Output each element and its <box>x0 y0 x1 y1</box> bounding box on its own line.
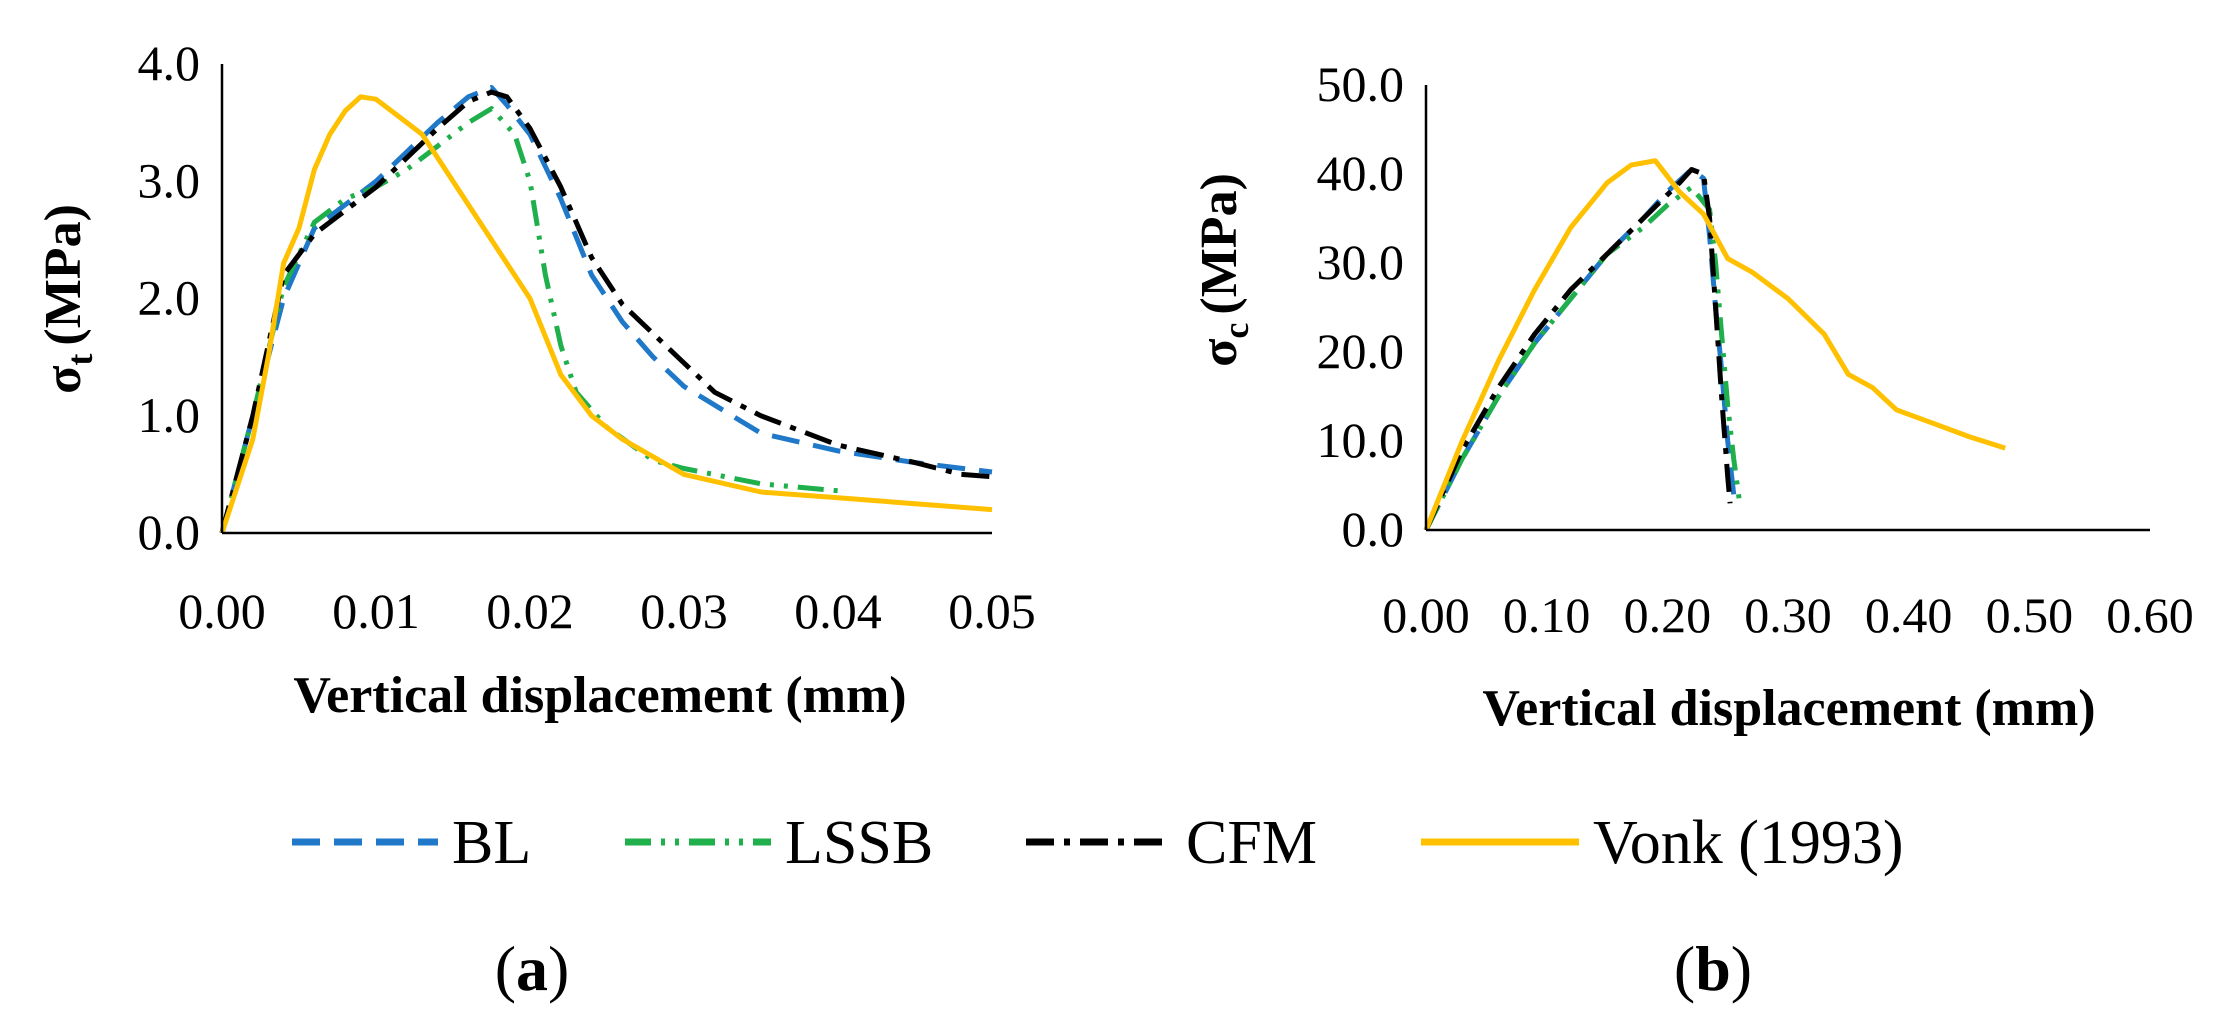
y-tick-label: 2.0 <box>138 270 201 326</box>
x-tick-label: 0.30 <box>1744 587 1832 643</box>
y-axis-title: σc(MPa) <box>1191 173 1256 367</box>
series-line-bl <box>219 85 993 534</box>
legend: BL LSSB CFM Vonk (1993) <box>292 809 1904 877</box>
y-tick-labels: 0.0 10.0 20.0 30.0 40.0 50.0 <box>1317 56 1405 557</box>
x-tick-label: 0.10 <box>1503 587 1591 643</box>
x-tick-labels: 0.00 0.10 0.20 0.30 0.40 0.50 0.60 <box>1382 587 2194 643</box>
y-tick-label: 10.0 <box>1317 412 1405 468</box>
x-tick-label: 0.01 <box>332 583 420 639</box>
series-lines <box>219 85 993 534</box>
series-line-cfm <box>219 89 993 534</box>
legend-item-lssb: LSSB <box>625 809 933 877</box>
legend-item-cfm: CFM <box>1026 809 1317 877</box>
x-tick-label: 0.00 <box>178 583 266 639</box>
y-tick-label: 40.0 <box>1317 145 1405 201</box>
x-tick-label: 0.04 <box>794 583 882 639</box>
y-tick-label: 30.0 <box>1317 234 1405 290</box>
y-tick-label: 0.0 <box>138 504 201 560</box>
y-tick-label: 50.0 <box>1317 56 1405 112</box>
x-axis-title: Vertical displacement (mm) <box>293 667 906 724</box>
y-tick-label: 0.0 <box>1342 501 1405 557</box>
legend-label-lssb: LSSB <box>785 809 933 877</box>
panel-label-b: (b) <box>1674 933 1752 1004</box>
x-tick-label: 0.03 <box>640 583 728 639</box>
y-tick-label: 3.0 <box>138 152 201 208</box>
y-tick-labels: 0.0 1.0 2.0 3.0 4.0 <box>138 35 201 560</box>
series-line-cfm <box>1423 167 1733 532</box>
legend-label-bl: BL <box>452 809 531 877</box>
x-tick-label: 0.40 <box>1865 587 1953 643</box>
x-tick-label: 0.20 <box>1624 587 1712 643</box>
legend-label-cfm: CFM <box>1186 809 1317 877</box>
y-tick-label: 1.0 <box>138 387 201 443</box>
x-tick-labels: 0.00 0.01 0.02 0.03 0.04 0.05 <box>178 583 1036 639</box>
x-axis-title: Vertical displacement (mm) <box>1482 680 2095 737</box>
series-lines <box>1423 158 2006 532</box>
series-line-vonk <box>219 94 993 534</box>
series-line-bl <box>1423 167 1737 532</box>
series-line-lssb <box>1423 184 1743 532</box>
legend-item-bl: BL <box>292 809 531 877</box>
series-line-lssb <box>219 106 839 534</box>
y-tick-label: 20.0 <box>1317 323 1405 379</box>
y-axis-title: σt(MPa) <box>35 204 100 394</box>
x-tick-label: 0.00 <box>1382 587 1470 643</box>
chart-panel-b: 0.0 10.0 20.0 30.0 40.0 50.0 0.00 0.10 0.20 0.30… <box>1191 56 2194 737</box>
x-tick-label: 0.60 <box>2106 587 2194 643</box>
y-tick-label: 4.0 <box>138 35 201 91</box>
x-tick-label: 0.50 <box>1986 587 2074 643</box>
x-tick-label: 0.05 <box>948 583 1036 639</box>
legend-label-vonk: Vonk (1993) <box>1593 809 1904 877</box>
chart-panel-a: 0.0 1.0 2.0 3.0 4.0 0.00 0.01 0.02 0.03 0.04 0.05… <box>35 35 1036 724</box>
panel-label-a: (a) <box>495 933 570 1004</box>
series-line-vonk <box>1423 158 2006 531</box>
x-tick-label: 0.02 <box>486 583 574 639</box>
legend-item-vonk: Vonk (1993) <box>1421 809 1904 877</box>
